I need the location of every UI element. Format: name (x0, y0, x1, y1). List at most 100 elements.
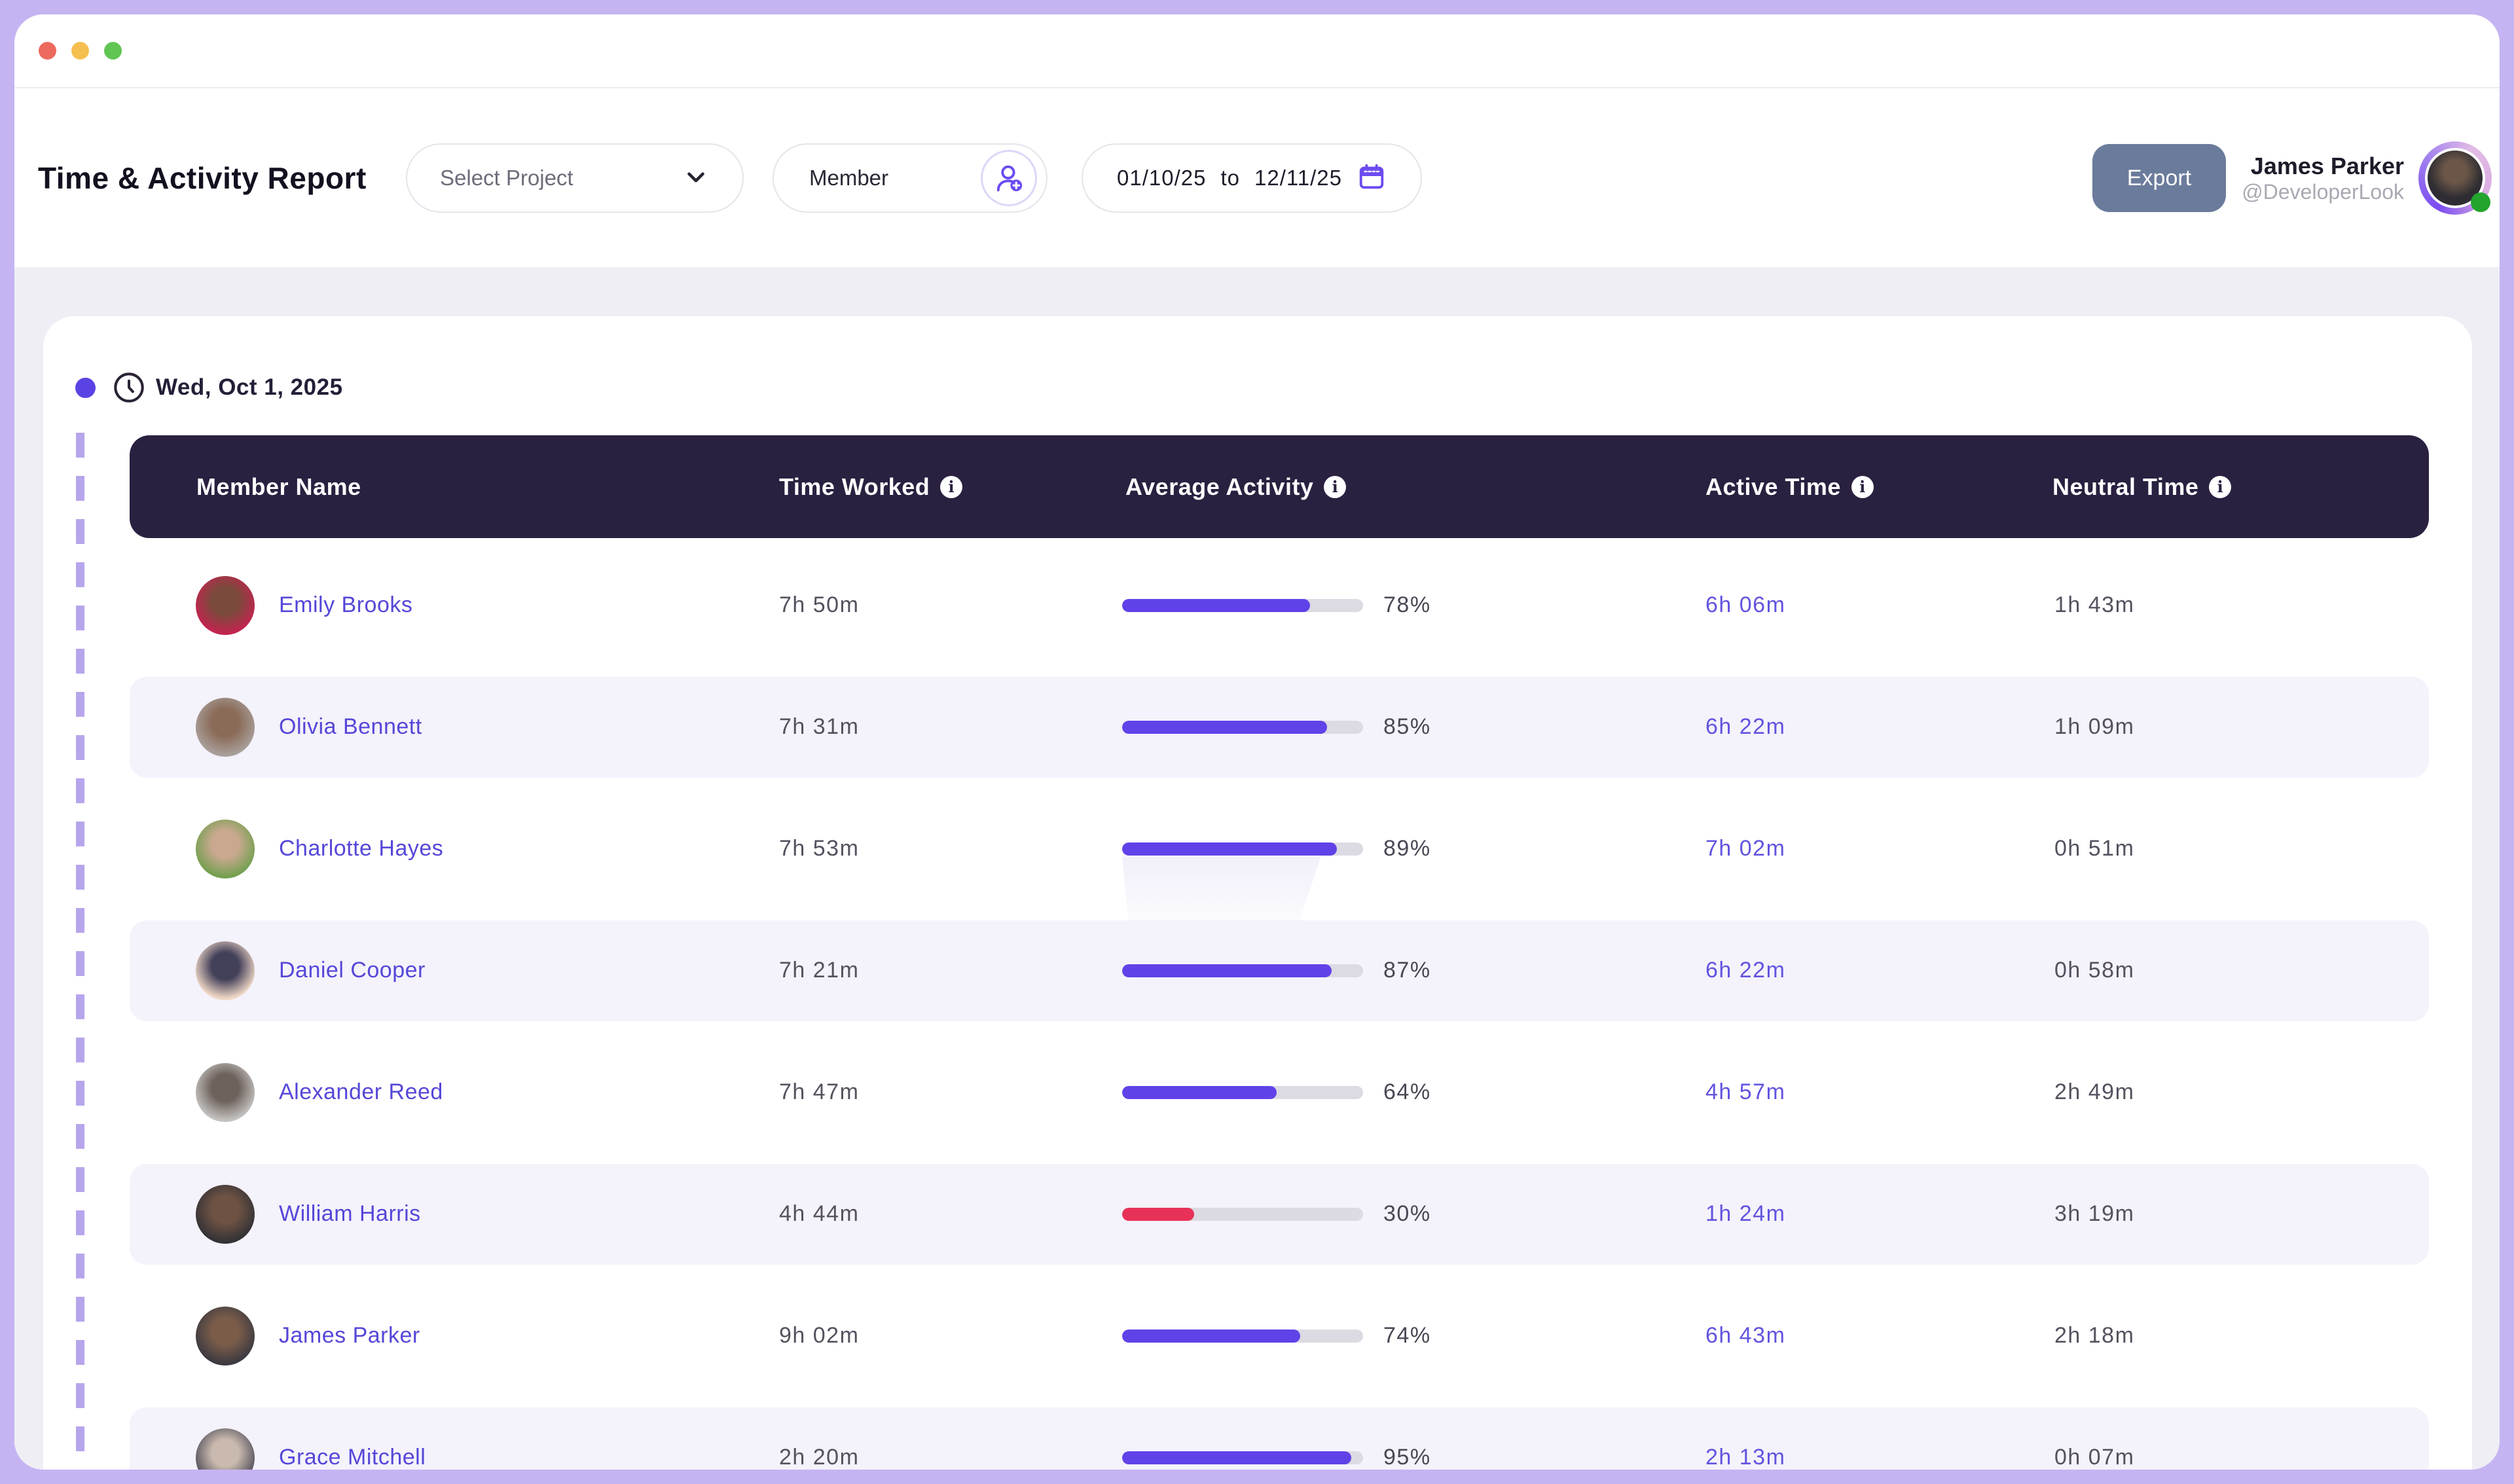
neutral-time-value: 3h 19m (2054, 1201, 2135, 1226)
date-range-end: 12/11/25 (1254, 166, 1342, 190)
add-member-icon (981, 150, 1037, 206)
neutral-time-value: 0h 07m (2054, 1445, 2135, 1470)
maximize-window-button[interactable] (104, 42, 122, 60)
activity-bar-fill (1122, 1330, 1301, 1343)
chevron-down-icon (682, 163, 710, 194)
active-time-value: 2h 13m (1705, 1445, 1786, 1470)
info-icon[interactable]: i (1851, 475, 1874, 498)
report-toolbar: Time & Activity Report Select Project Me… (14, 88, 2500, 267)
user-handle: @DeveloperLook (2242, 180, 2404, 204)
time-worked-value: 4h 44m (779, 1201, 860, 1226)
member-name-link[interactable]: Olivia Bennett (279, 714, 422, 739)
time-worked-value: 7h 21m (779, 958, 860, 983)
column-header-member-name: Member Name (196, 473, 361, 500)
timeline-dot (75, 378, 96, 398)
date-range-picker[interactable]: 01/10/25 to 12/11/25 (1082, 143, 1422, 213)
report-card: Wed, Oct 1, 2025 Member Name Time Worked… (43, 316, 2472, 1470)
activity-bar-track (1122, 1330, 1363, 1343)
member-avatar (196, 1428, 255, 1470)
user-avatar-photo (2425, 148, 2485, 208)
member-avatar (196, 1185, 255, 1244)
activity-bar-fill (1122, 1086, 1277, 1099)
timeline-dashed-line (76, 433, 84, 1470)
time-worked-value: 7h 50m (779, 592, 860, 617)
member-avatar (196, 941, 255, 1000)
member-filter-label: Member (809, 166, 889, 190)
project-select-label: Select Project (440, 166, 574, 190)
column-header-active-time: Active Time i (1705, 435, 1874, 538)
activity-percent-value: 64% (1383, 1079, 1431, 1104)
close-window-button[interactable] (39, 42, 56, 60)
table-row: William Harris 4h 44m 30% 1h 24m 3h 19m (130, 1153, 2429, 1275)
minimize-window-button[interactable] (71, 42, 89, 60)
app-window: Time & Activity Report Select Project Me… (14, 14, 2500, 1470)
online-status-dot (2471, 192, 2490, 212)
member-name-link[interactable]: Charlotte Hayes (279, 836, 444, 861)
project-select-dropdown[interactable]: Select Project (406, 143, 744, 213)
active-time-value: 4h 57m (1705, 1079, 1786, 1104)
table-row: Olivia Bennett 7h 31m 85% 6h 22m 1h 09m (130, 666, 2429, 788)
time-worked-value: 7h 31m (779, 714, 860, 739)
user-name: James Parker (2250, 153, 2404, 179)
calendar-icon (1357, 162, 1387, 195)
report-page: Wed, Oct 1, 2025 Member Name Time Worked… (14, 267, 2500, 1470)
neutral-time-value: 0h 51m (2054, 836, 2135, 861)
info-icon[interactable]: i (2209, 475, 2232, 498)
member-name-link[interactable]: Alexander Reed (279, 1079, 443, 1104)
info-icon[interactable]: i (940, 475, 963, 498)
time-worked-value: 7h 53m (779, 836, 860, 861)
export-button[interactable]: Export (2092, 144, 2226, 212)
member-name-link[interactable]: Emily Brooks (279, 592, 413, 617)
member-name-link[interactable]: Daniel Cooper (279, 958, 426, 983)
activity-bar-fill (1122, 964, 1332, 977)
active-time-value: 1h 24m (1705, 1201, 1786, 1226)
activity-bar-fill (1122, 842, 1337, 856)
page-title: Time & Activity Report (38, 161, 367, 195)
activity-percent-value: 74% (1383, 1323, 1431, 1348)
neutral-time-value: 2h 49m (2054, 1079, 2135, 1104)
active-time-value: 6h 22m (1705, 958, 1786, 983)
table-row: Grace Mitchell 2h 20m 95% 2h 13m 0h 07m (130, 1397, 2429, 1470)
user-avatar[interactable] (2418, 141, 2492, 215)
member-avatar (196, 1063, 255, 1122)
table-row: Emily Brooks 7h 50m 78% 6h 06m 1h 43m (130, 545, 2429, 666)
titlebar (14, 14, 2500, 88)
activity-bar-track (1122, 721, 1363, 734)
date-group-header: Wed, Oct 1, 2025 (43, 316, 2472, 427)
table-row: Daniel Cooper 7h 21m 87% 6h 22m 0h 58m (130, 910, 2429, 1032)
table-header: Member Name Time Worked i Average Activi… (130, 435, 2429, 538)
table-row: James Parker 9h 02m 74% 6h 43m 2h 18m (130, 1275, 2429, 1397)
info-icon[interactable]: i (1324, 475, 1347, 498)
activity-bar-track (1122, 964, 1363, 977)
date-range-start: 01/10/25 (1116, 166, 1207, 190)
neutral-time-value: 2h 18m (2054, 1323, 2135, 1348)
activity-percent-value: 30% (1383, 1201, 1431, 1226)
activity-percent-value: 78% (1383, 592, 1431, 617)
time-worked-value: 9h 02m (779, 1323, 860, 1348)
member-avatar (196, 820, 255, 878)
time-worked-value: 2h 20m (779, 1445, 860, 1470)
column-header-time-worked: Time Worked i (779, 435, 963, 538)
member-filter-button[interactable]: Member (773, 143, 1048, 213)
activity-percent-value: 87% (1383, 958, 1431, 983)
activity-bar-track (1122, 842, 1363, 856)
active-time-value: 6h 06m (1705, 592, 1786, 617)
table-row: Alexander Reed 7h 47m 64% 4h 57m 2h 49m (130, 1032, 2429, 1153)
active-time-value: 6h 22m (1705, 714, 1786, 739)
activity-percent-value: 85% (1383, 714, 1431, 739)
activity-bar-fill (1122, 721, 1327, 734)
member-name-link[interactable]: James Parker (279, 1323, 420, 1348)
user-info: James Parker @DeveloperLook (2242, 153, 2404, 204)
time-worked-value: 7h 47m (779, 1079, 860, 1104)
column-header-neutral-time: Neutral Time i (2052, 435, 2232, 538)
activity-percent-value: 89% (1383, 836, 1431, 861)
activity-bar-fill (1122, 599, 1311, 612)
neutral-time-value: 1h 09m (2054, 714, 2135, 739)
member-name-link[interactable]: Grace Mitchell (279, 1445, 426, 1470)
activity-bar-fill (1122, 1208, 1195, 1221)
activity-bar-track (1122, 1086, 1363, 1099)
member-name-link[interactable]: William Harris (279, 1201, 421, 1226)
neutral-time-value: 0h 58m (2054, 958, 2135, 983)
member-avatar (196, 576, 255, 635)
